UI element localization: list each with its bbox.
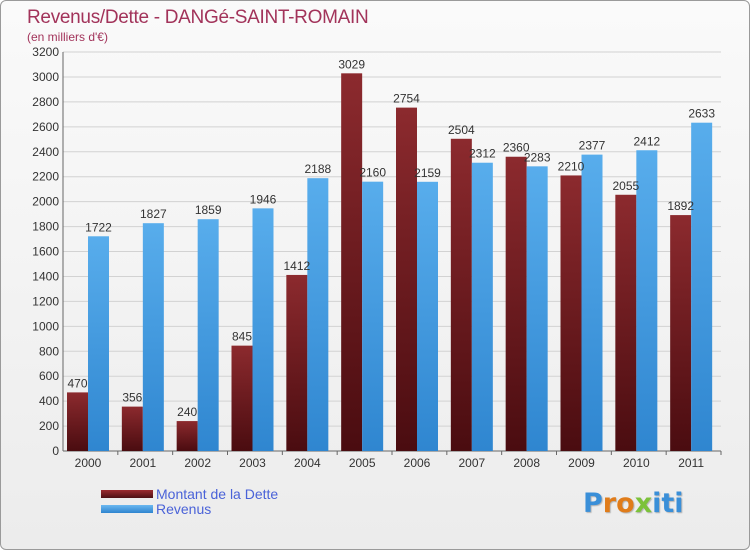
logo-letter: i — [652, 488, 662, 519]
data-label-revenus: 2633 — [688, 107, 715, 121]
data-label-revenus: 2377 — [579, 139, 606, 153]
data-label-revenus: 1859 — [195, 203, 222, 217]
y-tick-label: 1600 — [32, 245, 59, 259]
data-label-dette: 2210 — [558, 159, 585, 173]
x-tick-label: 2005 — [349, 456, 376, 470]
bar-dette — [670, 215, 692, 451]
data-label-dette: 1412 — [283, 259, 310, 273]
x-tick-label: 2002 — [184, 456, 211, 470]
x-tick-label: 2009 — [568, 456, 595, 470]
y-tick-label: 3000 — [32, 70, 59, 84]
y-tick-label: 1400 — [32, 269, 59, 283]
axes — [62, 52, 722, 455]
data-label-revenus: 2188 — [304, 162, 331, 176]
data-label-dette: 2754 — [393, 92, 420, 106]
data-label-revenus: 1946 — [250, 192, 277, 206]
x-tick-label: 2006 — [404, 456, 431, 470]
y-tick-label: 2600 — [32, 120, 59, 134]
x-tick-label: 2000 — [75, 456, 102, 470]
legend-label-dette: Montant de la Dette — [156, 486, 279, 502]
bar-revenus — [307, 178, 329, 451]
bar-dette — [450, 138, 472, 451]
logo-letter: i — [674, 488, 684, 519]
bar-dette — [341, 73, 363, 451]
logo-letter: t — [661, 488, 675, 519]
legend-swatch-revenus — [101, 505, 153, 513]
bar-revenus — [526, 166, 548, 451]
data-label-dette: 845 — [232, 330, 252, 344]
y-tick-label: 1000 — [32, 319, 59, 333]
logo-letter: o — [616, 488, 635, 519]
data-label-revenus: 2412 — [633, 134, 660, 148]
data-label-revenus: 2160 — [359, 166, 386, 180]
chart-title: Revenus/Dette - DANGé-SAINT-ROMAIN — [27, 7, 369, 28]
data-label-dette: 1892 — [667, 199, 694, 213]
bar-dette — [121, 406, 143, 451]
logo-letter: x — [634, 488, 653, 519]
bar-revenus — [417, 181, 438, 451]
chart-subtitle: (en milliers d'€) — [27, 30, 108, 44]
data-labels: 470 1722 356 1827 240 1859 845 1946 1412 2188 3029… — [67, 57, 715, 419]
bar-revenus — [471, 162, 493, 451]
data-label-dette: 240 — [177, 405, 197, 419]
legend-swatch-dette — [101, 490, 153, 498]
data-label-dette: 356 — [122, 391, 142, 405]
data-label-revenus: 2312 — [469, 147, 496, 161]
y-tick-label: 400 — [39, 394, 59, 408]
logo-letter: r — [602, 488, 617, 519]
bar-dette — [286, 274, 308, 451]
bar-revenus — [252, 208, 274, 451]
bar-dette — [231, 345, 253, 451]
data-label-dette: 470 — [67, 376, 87, 390]
x-tick-label: 2003 — [239, 456, 266, 470]
proxiti-logo: Proxiti — [583, 488, 684, 519]
y-tick-label: 3200 — [32, 45, 59, 59]
data-label-dette: 2055 — [612, 179, 639, 193]
bar-dette — [396, 107, 417, 451]
x-tick-label: 2007 — [458, 456, 485, 470]
bar-revenus — [88, 236, 109, 451]
bar-revenus — [581, 154, 603, 452]
data-label-revenus: 2283 — [524, 150, 551, 164]
bar-revenus — [142, 223, 164, 451]
bar-revenus — [636, 150, 658, 451]
data-label-dette: 2360 — [503, 141, 530, 155]
data-label-revenus: 1722 — [85, 220, 112, 234]
bar-dette — [505, 156, 527, 452]
y-tick-label: 1200 — [32, 294, 59, 308]
x-tick-label: 2011 — [678, 456, 704, 470]
bar-dette — [67, 392, 88, 451]
data-label-dette: 3029 — [338, 57, 365, 71]
bar-revenus — [691, 122, 713, 451]
y-tick-label: 2400 — [32, 145, 59, 159]
y-tick-label: 600 — [39, 369, 59, 383]
legend-label-revenus: Revenus — [156, 501, 212, 517]
data-label-dette: 2504 — [448, 123, 475, 137]
bar-dette — [615, 194, 637, 451]
bar-dette — [176, 421, 198, 451]
data-label-revenus: 2159 — [414, 166, 441, 180]
bar-revenus — [362, 181, 384, 452]
bar-dette — [560, 175, 582, 452]
x-tick-label: 2008 — [513, 456, 540, 470]
x-tick-label: 2010 — [623, 456, 650, 470]
logo-letter: P — [583, 488, 603, 519]
y-tick-label: 1800 — [32, 220, 59, 234]
y-tick-label: 2000 — [32, 195, 59, 209]
bars — [67, 73, 713, 452]
y-tick-label: 200 — [39, 419, 59, 433]
y-tick-label: 2200 — [32, 170, 59, 184]
grid-lines — [63, 51, 721, 452]
x-tick-label: 2004 — [294, 456, 321, 470]
y-tick-label: 2800 — [32, 95, 59, 109]
y-tick-label: 800 — [39, 344, 59, 358]
data-label-revenus: 1827 — [140, 207, 167, 221]
tick-labels: 0 200 400 600 800 1000 1200 1400 1600 1800 2000 220… — [32, 45, 704, 470]
x-tick-label: 2001 — [129, 456, 156, 470]
bar-revenus — [197, 219, 219, 451]
y-tick-label: 0 — [52, 444, 59, 458]
